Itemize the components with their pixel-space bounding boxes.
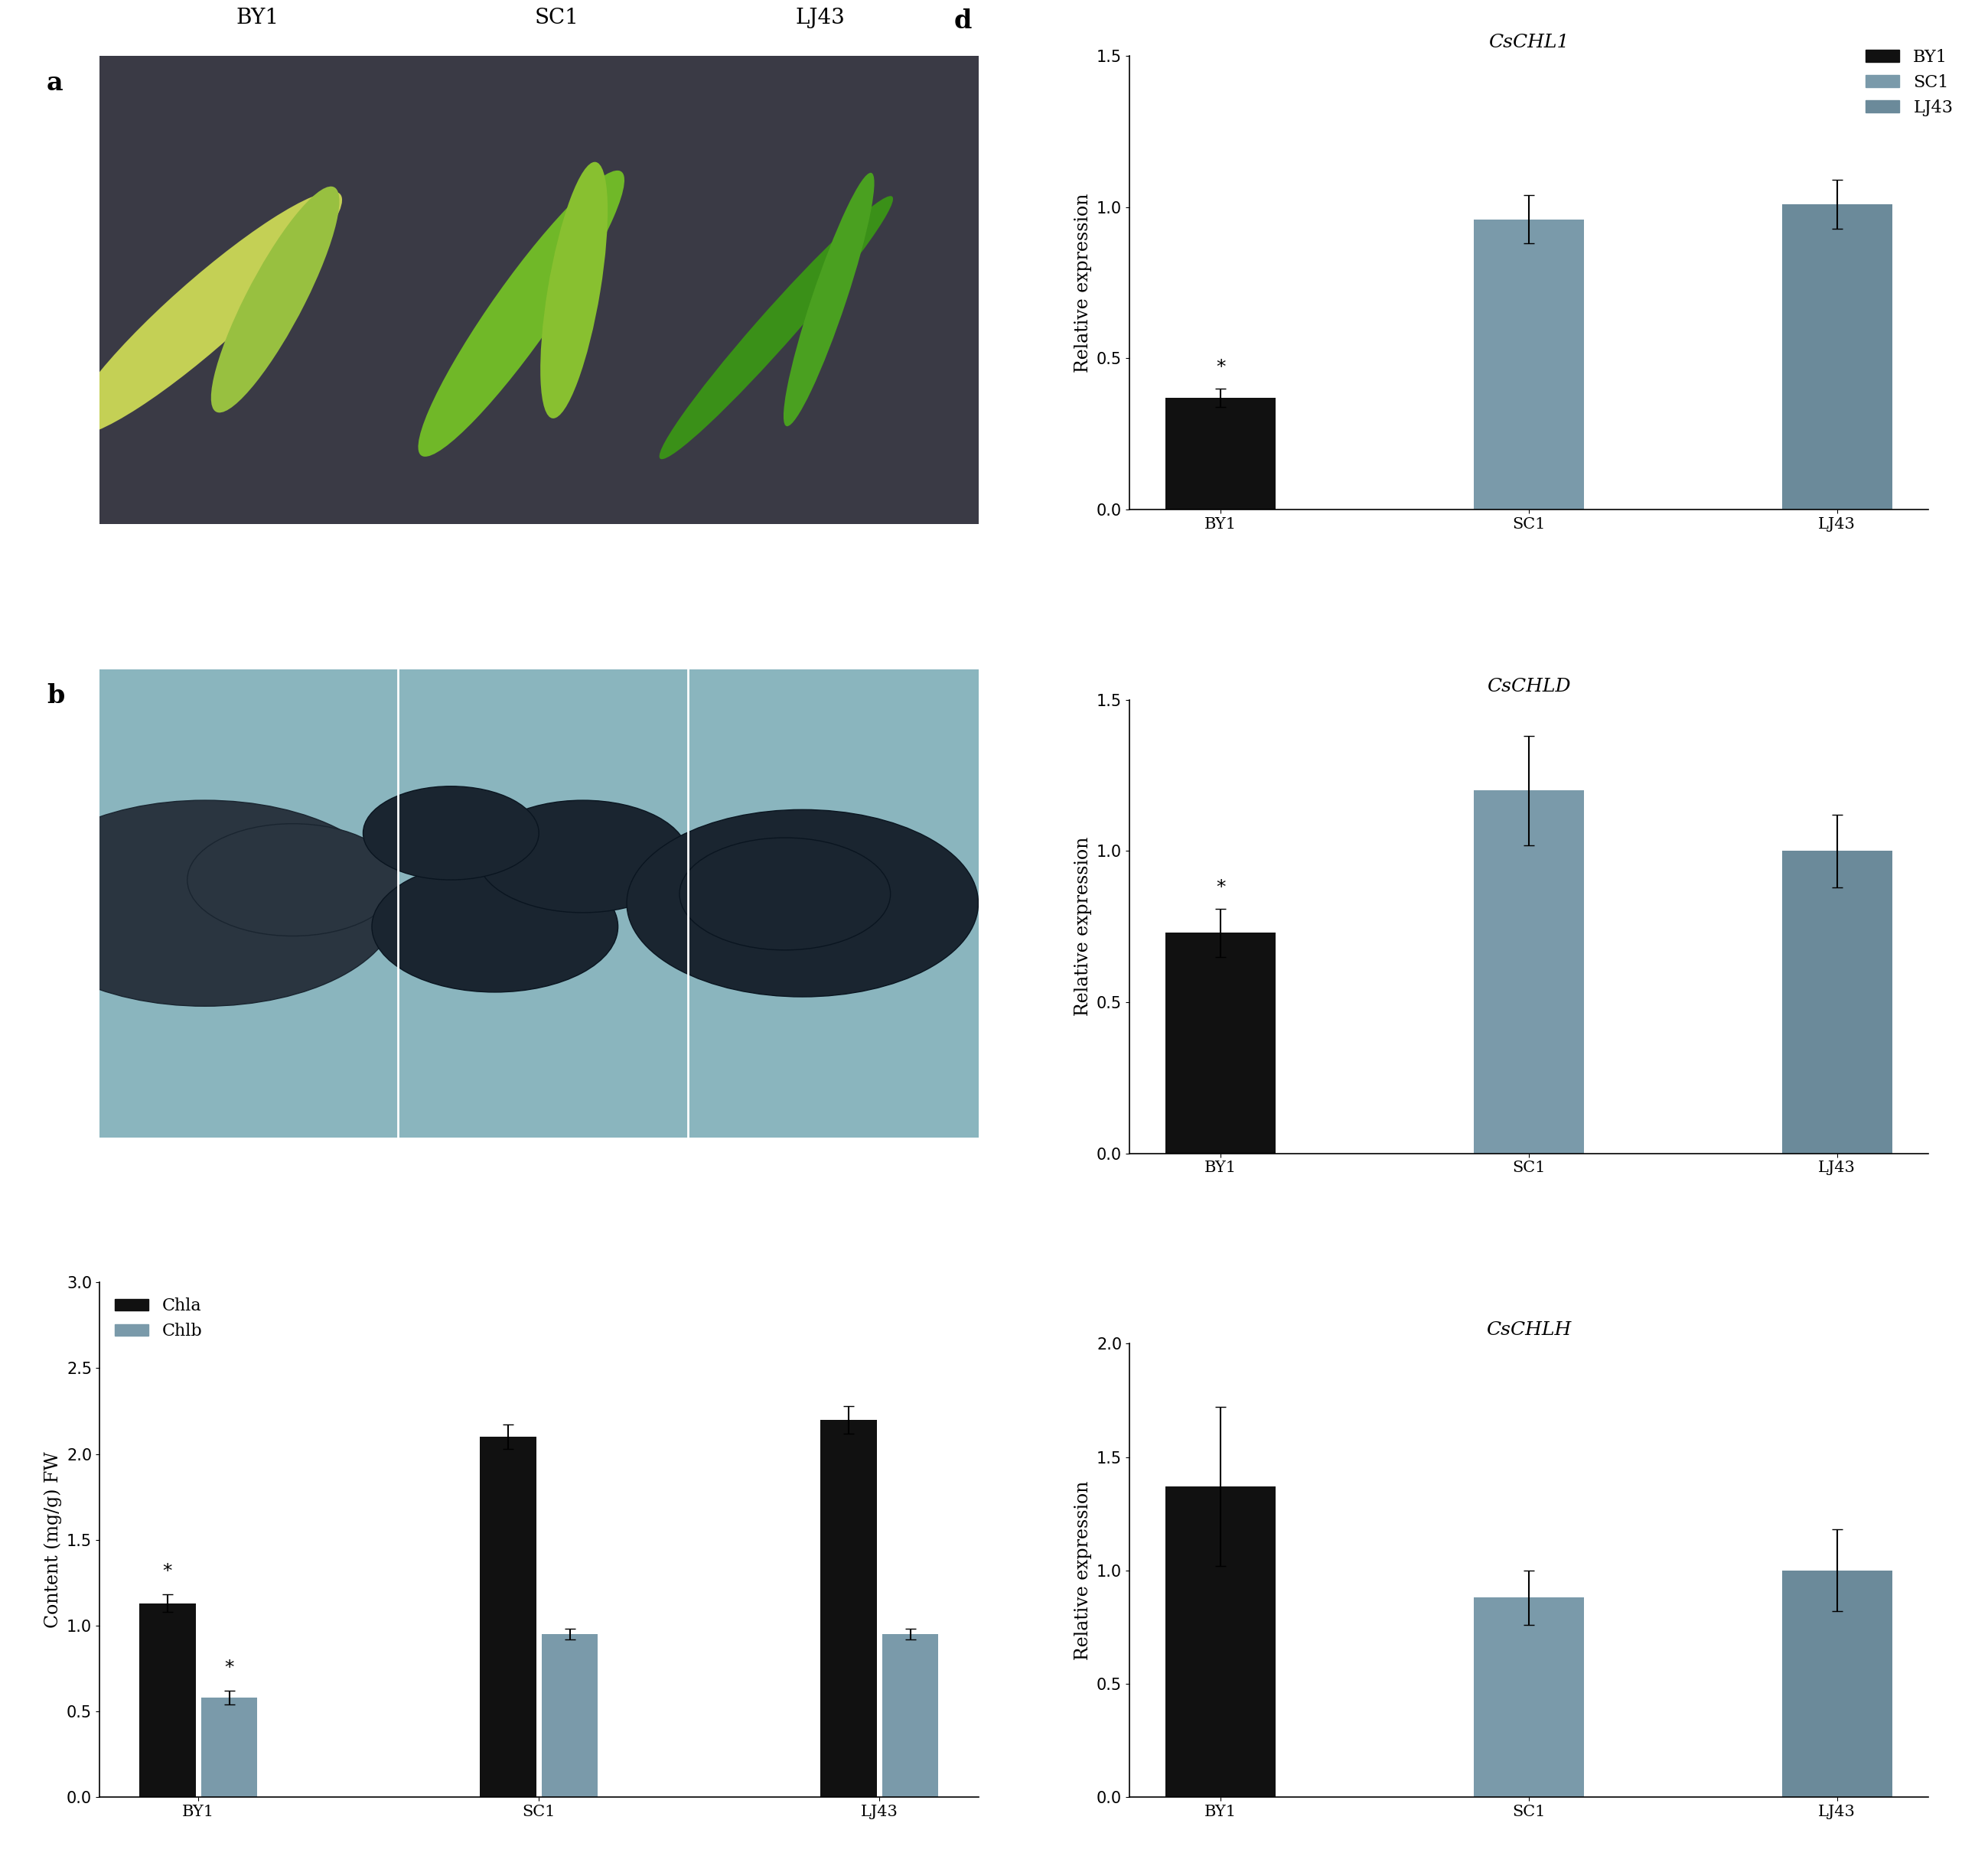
Bar bbox=[479, 1438, 537, 1797]
Bar bbox=[1473, 1597, 1584, 1797]
Text: *: * bbox=[225, 1659, 235, 1677]
Text: d: d bbox=[954, 7, 972, 34]
Bar bbox=[1781, 1571, 1893, 1797]
Ellipse shape bbox=[417, 170, 624, 457]
Circle shape bbox=[477, 799, 688, 912]
Text: SC1: SC1 bbox=[535, 7, 579, 28]
Bar bbox=[201, 1698, 256, 1797]
Legend: Chla, Chlb: Chla, Chlb bbox=[107, 1292, 209, 1346]
Bar bbox=[883, 1634, 938, 1797]
Bar bbox=[1473, 790, 1584, 1153]
Text: b: b bbox=[46, 683, 64, 708]
Ellipse shape bbox=[211, 187, 340, 412]
Bar bbox=[1781, 852, 1893, 1153]
Circle shape bbox=[364, 786, 539, 880]
Bar bbox=[821, 1419, 877, 1797]
Ellipse shape bbox=[660, 197, 893, 459]
Circle shape bbox=[187, 824, 398, 936]
Bar bbox=[1165, 397, 1276, 509]
Text: *: * bbox=[1217, 878, 1225, 897]
Bar bbox=[1781, 204, 1893, 509]
Text: *: * bbox=[163, 1563, 173, 1580]
Y-axis label: Relative expression: Relative expression bbox=[1076, 837, 1091, 1016]
Text: *: * bbox=[1217, 358, 1225, 376]
Ellipse shape bbox=[541, 163, 608, 417]
Bar bbox=[1473, 219, 1584, 509]
Y-axis label: Content (mg/g) FW: Content (mg/g) FW bbox=[44, 1451, 62, 1629]
Bar bbox=[1165, 1486, 1276, 1797]
Title: CsCHLH: CsCHLH bbox=[1487, 1322, 1571, 1338]
Text: BY1: BY1 bbox=[237, 7, 278, 28]
Legend: BY1, SC1, LJ43: BY1, SC1, LJ43 bbox=[1859, 41, 1960, 124]
Bar bbox=[139, 1602, 195, 1797]
Circle shape bbox=[372, 861, 618, 992]
Title: CsCHL1: CsCHL1 bbox=[1489, 34, 1569, 52]
Y-axis label: Relative expression: Relative expression bbox=[1076, 1481, 1091, 1660]
Ellipse shape bbox=[783, 172, 875, 427]
Circle shape bbox=[680, 837, 891, 949]
Text: a: a bbox=[46, 69, 64, 95]
Bar bbox=[1165, 932, 1276, 1153]
Y-axis label: Relative expression: Relative expression bbox=[1076, 193, 1091, 373]
Title: CsCHLD: CsCHLD bbox=[1487, 678, 1571, 695]
Circle shape bbox=[626, 809, 978, 996]
Text: LJ43: LJ43 bbox=[795, 7, 845, 28]
Ellipse shape bbox=[68, 191, 342, 436]
Bar bbox=[541, 1634, 598, 1797]
Circle shape bbox=[12, 799, 398, 1005]
